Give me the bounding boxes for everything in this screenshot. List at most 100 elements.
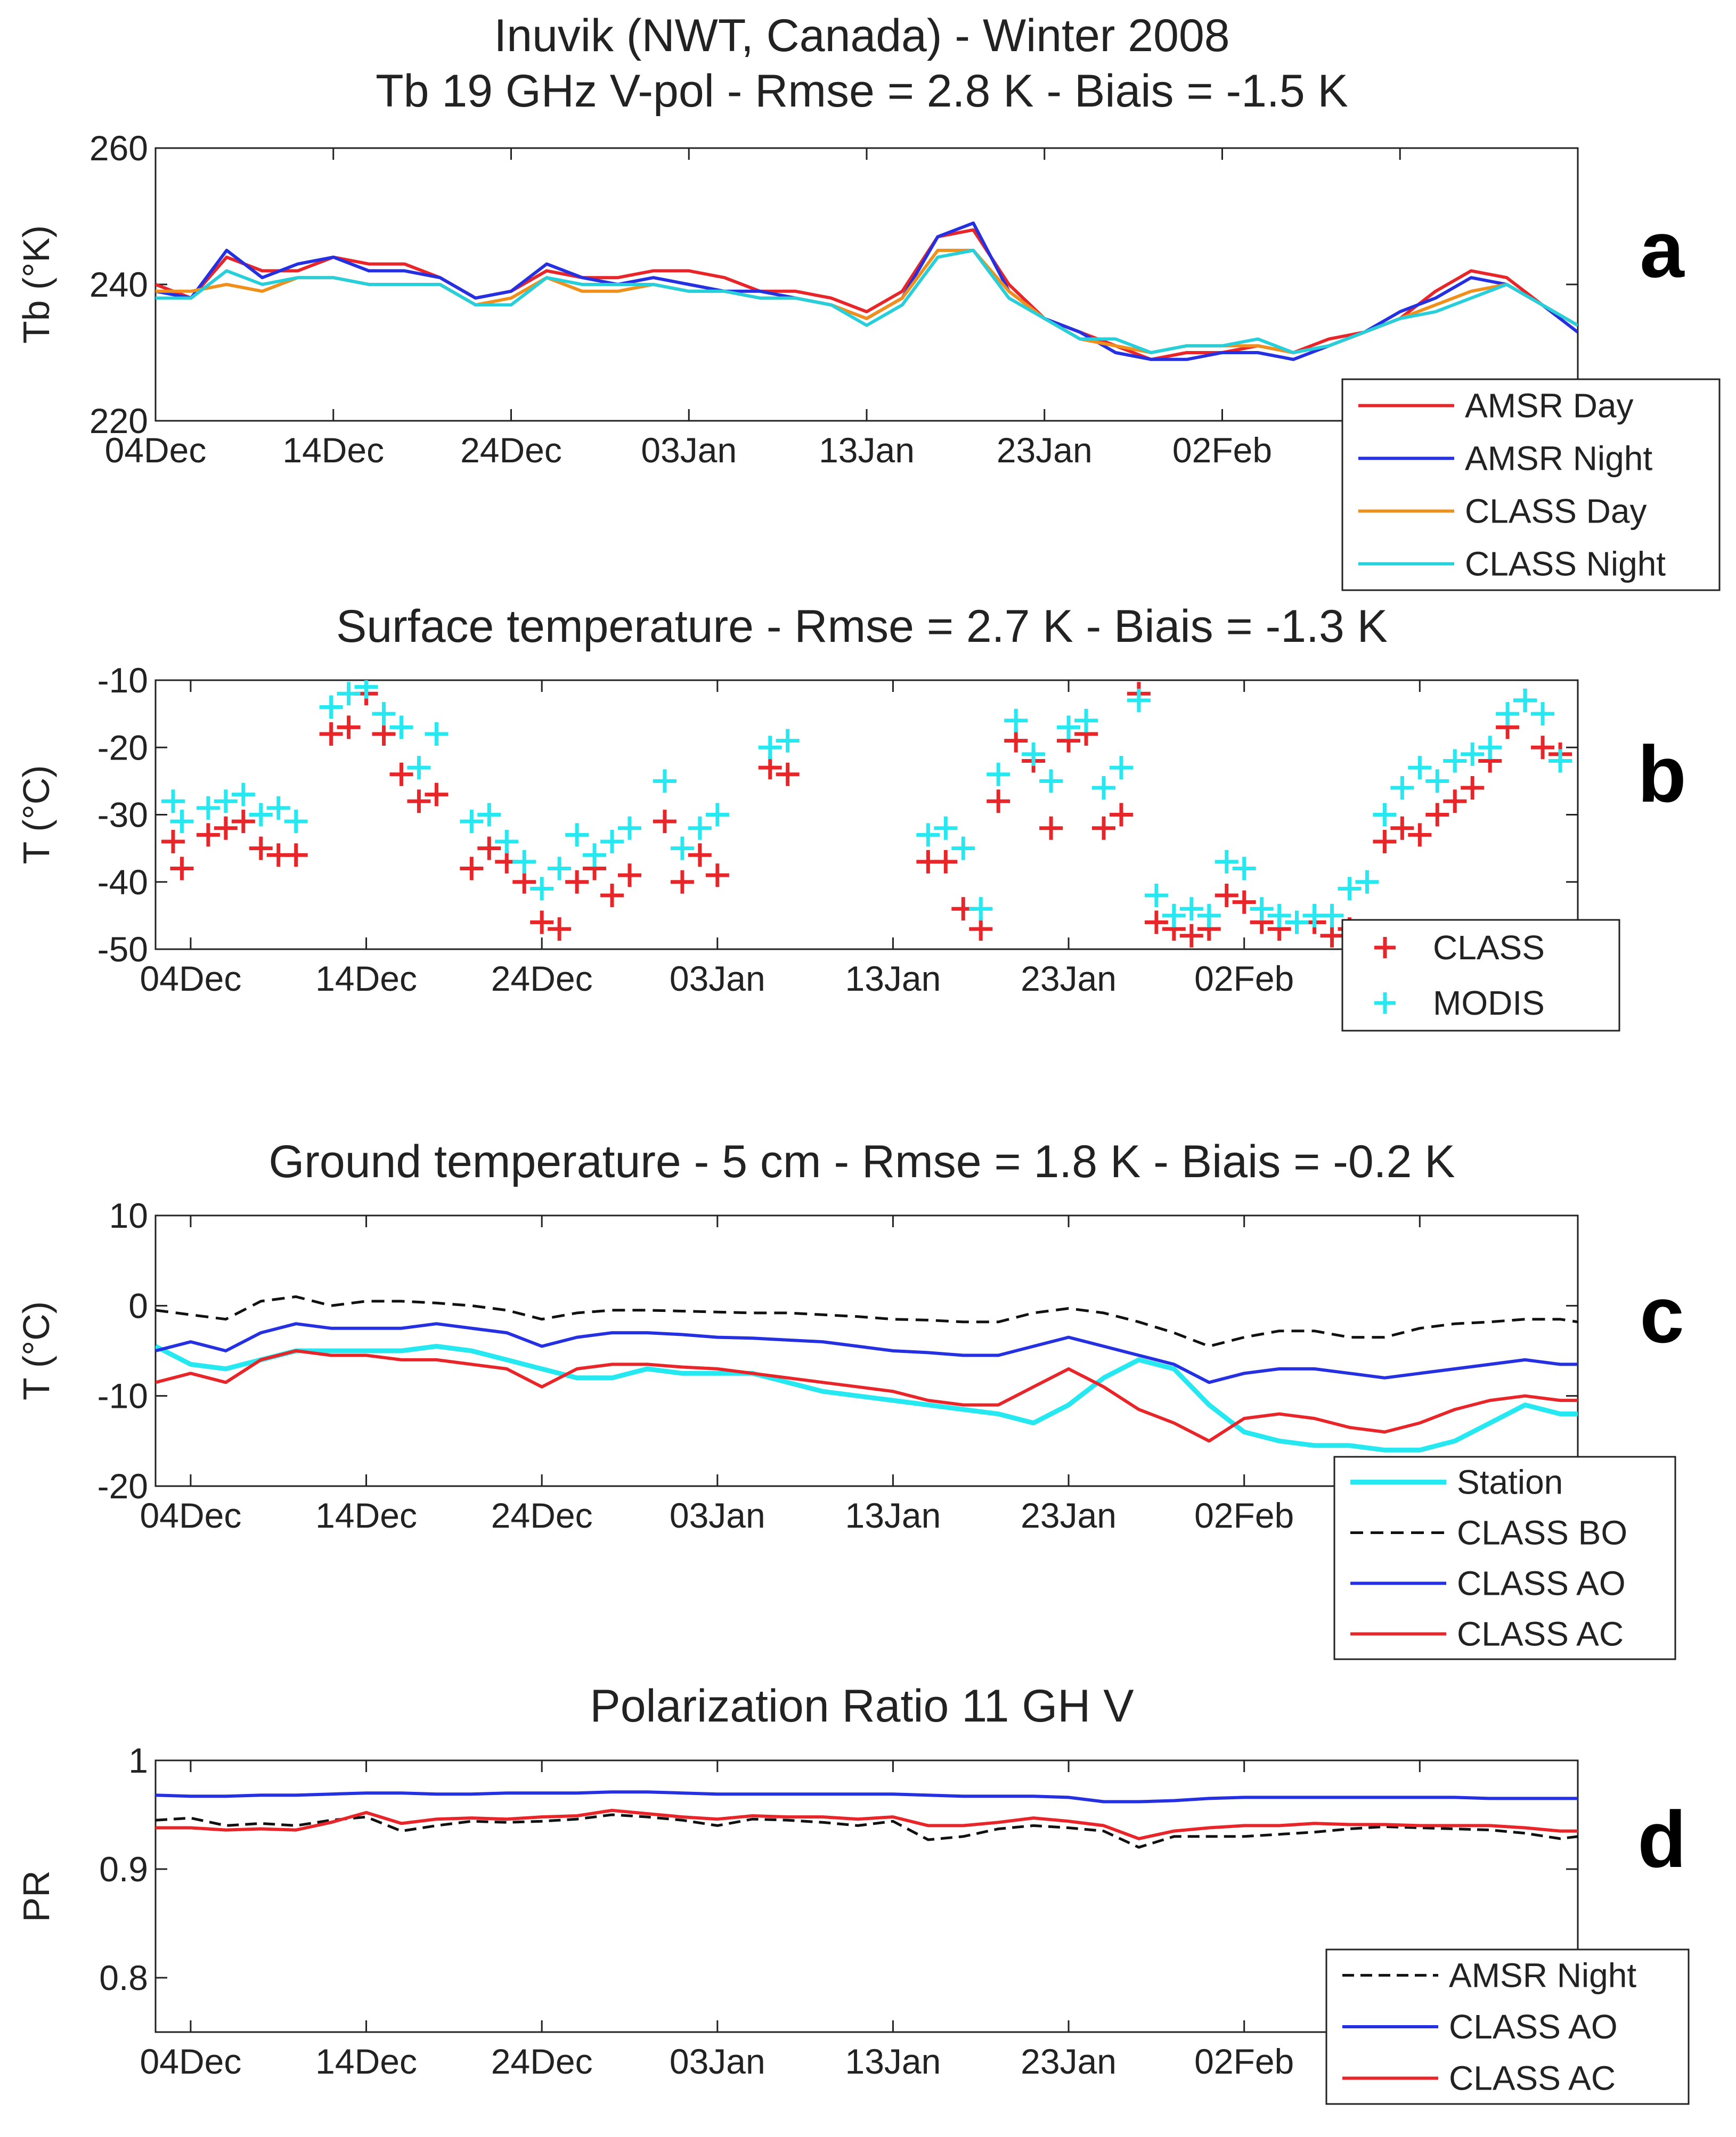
scatter-point-modis	[1390, 776, 1414, 800]
scatter-point-modis	[916, 823, 940, 847]
scatter-point-class	[1179, 924, 1203, 948]
x-tick-label: 23Jan	[1021, 1496, 1116, 1535]
scatter-point-class	[1443, 789, 1467, 813]
scatter-point-class	[670, 870, 694, 894]
scatter-point-class	[1004, 729, 1028, 753]
y-axis-label: T (°C)	[15, 1301, 57, 1400]
scatter-point-modis	[1127, 688, 1151, 712]
scatter-point-modis	[1022, 742, 1046, 766]
legend-label: CLASS AC	[1449, 2059, 1616, 2098]
scatter-point-modis	[776, 729, 800, 753]
scatter-point-modis	[249, 803, 273, 827]
legend-label: MODIS	[1433, 984, 1545, 1022]
scatter-point-class	[512, 870, 536, 894]
panel-b: Surface temperature - Rmse = 2.7 K - Bia…	[15, 601, 1686, 1032]
legend-label: AMSR Day	[1465, 387, 1634, 425]
scatter-point-modis	[1215, 850, 1238, 874]
legend-label: CLASS AC	[1457, 1615, 1624, 1653]
x-tick-label: 04Dec	[140, 2042, 242, 2081]
scatter-point-modis	[477, 803, 501, 827]
panel-c-title: Ground temperature - 5 cm - Rmse = 1.8 K…	[268, 1136, 1455, 1187]
x-tick-label: 03Jan	[641, 430, 737, 470]
scatter-point-modis	[495, 830, 519, 853]
scatter-point-modis	[934, 816, 958, 840]
panel-d-title: Polarization Ratio 11 GH V	[590, 1681, 1134, 1732]
panel-b-title: Surface temperature - Rmse = 2.7 K - Bia…	[336, 601, 1388, 652]
scatter-point-modis	[530, 877, 554, 901]
scatter-point-modis	[705, 803, 729, 827]
scatter-point-class	[1232, 890, 1256, 914]
scatter-point-class	[389, 762, 413, 786]
scatter-point-modis	[266, 796, 290, 820]
scatter-point-class	[170, 857, 194, 880]
legend-label: AMSR Night	[1465, 439, 1652, 478]
series-line-class-ao	[156, 1322, 1578, 1384]
scatter-point-class	[600, 884, 624, 907]
scatter-point-modis	[1478, 736, 1502, 760]
scatter-point-modis	[670, 836, 694, 860]
legend-label: Station	[1457, 1463, 1563, 1502]
scatter-point-class	[231, 810, 255, 834]
legend: AMSR Day AMSR Night CLASS Day CLASS Night	[1341, 378, 1721, 591]
y-axis-label: PR	[15, 1870, 57, 1922]
scatter-point-modis	[407, 756, 431, 780]
scatter-point-modis	[583, 843, 607, 867]
legend-marker	[1374, 937, 1396, 958]
y-tick-label: -40	[97, 862, 148, 902]
scatter-point-modis	[337, 682, 361, 706]
scatter-point-class	[1390, 816, 1414, 840]
scatter-point-modis	[1109, 756, 1133, 780]
scatter-point-modis	[1144, 884, 1168, 907]
scatter-point-modis	[161, 789, 185, 813]
scatter-point-modis	[600, 830, 624, 853]
scatter-point-modis	[389, 715, 413, 739]
scatter-point-class	[934, 850, 958, 874]
legend-label: CLASS Night	[1465, 545, 1666, 583]
y-tick-label: -30	[97, 795, 148, 835]
panel-c: Ground temperature - 5 cm - Rmse = 1.8 K…	[15, 1136, 1684, 1660]
scatter-point-class	[319, 722, 343, 746]
scatter-point-class	[969, 917, 993, 941]
scatter-point-modis	[1425, 769, 1449, 793]
y-tick-label: 0.8	[99, 1958, 148, 1997]
panel-a-title: Tb 19 GHz V-pol - Rmse = 2.8 K - Biais =…	[376, 66, 1348, 117]
scatter-point-modis	[1039, 769, 1063, 793]
legend-box	[1333, 1456, 1676, 1660]
legend-label: CLASS Day	[1465, 492, 1647, 531]
series-line-station	[156, 1344, 1578, 1453]
x-tick-label: 14Dec	[315, 1496, 417, 1535]
x-tick-label: 04Dec	[140, 959, 242, 998]
legend-label: CLASS	[1433, 928, 1545, 967]
x-tick-label: 14Dec	[282, 430, 384, 470]
scatter-point-class	[548, 917, 572, 941]
scatter-point-modis	[1092, 776, 1115, 800]
x-tick-label: 13Jan	[845, 1496, 941, 1535]
series-group	[156, 1790, 1578, 1849]
series-group	[156, 221, 1578, 361]
x-tick-label: 04Dec	[105, 430, 207, 470]
scatter-point-modis	[1461, 742, 1485, 766]
scatter-point-class	[1425, 803, 1449, 827]
scatter-point-modis	[1408, 756, 1432, 780]
series-line-class-ac	[156, 1808, 1578, 1840]
scatter-point-modis	[1320, 903, 1344, 927]
y-tick-label: -20	[97, 1466, 148, 1506]
scatter-point-class	[705, 863, 729, 887]
series-line-class-night	[156, 249, 1578, 354]
scatter-point-class	[758, 756, 782, 780]
y-tick-label: 1	[128, 1741, 148, 1780]
x-tick-label: 23Jan	[1021, 2042, 1116, 2081]
scatter-point-modis	[565, 823, 589, 847]
y-tick-label: 260	[89, 128, 148, 168]
panel-a: Tb 19 GHz V-pol - Rmse = 2.8 K - Biais =…	[15, 66, 1721, 591]
legend-box	[1341, 919, 1620, 1032]
scatter-point-class	[477, 836, 501, 860]
scatter-point-class	[1373, 830, 1397, 853]
x-tick-label: 02Feb	[1194, 1496, 1294, 1535]
legend: CLASS MODIS	[1341, 919, 1620, 1032]
series-group	[156, 1295, 1578, 1453]
y-tick-label: -10	[97, 1376, 148, 1416]
scatter-point-modis	[951, 836, 975, 860]
scatter-point-class	[1109, 803, 1133, 827]
y-tick-label: -10	[97, 660, 148, 700]
